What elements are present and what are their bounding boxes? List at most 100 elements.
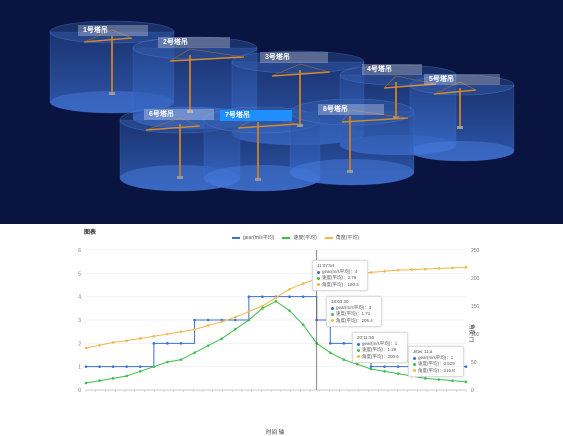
series-3-point xyxy=(179,330,183,334)
series-3-point xyxy=(301,282,305,285)
y-right-tick-label: 150 xyxy=(471,304,480,310)
tooltip-1-angle: 角度(平均)：180.3 xyxy=(322,281,359,287)
series-1-point xyxy=(383,365,386,368)
y-right-tick-label: 250 xyxy=(471,248,480,254)
crane-base xyxy=(109,92,115,95)
y-left-tick-label: 0 xyxy=(78,388,81,394)
series-3-point xyxy=(125,339,129,343)
crane-3 xyxy=(271,63,331,127)
crane-jib xyxy=(169,56,245,62)
series-2-point xyxy=(111,377,115,380)
tooltip-1-speed: 速度(平均)：3.76 xyxy=(322,275,357,281)
crane-range-cylinder-8 xyxy=(289,111,415,186)
series-2-point xyxy=(138,370,142,373)
series-2-point xyxy=(125,374,129,378)
legend-item-gear[interactable]: gear(m/s平均) xyxy=(232,234,274,241)
series-2-point xyxy=(84,381,88,385)
crane-label-5[interactable]: 5号塔吊 xyxy=(424,74,500,85)
series-line-3 xyxy=(85,266,467,349)
series-3-point xyxy=(206,324,210,327)
series-1-point xyxy=(98,365,101,368)
crane-jib xyxy=(341,117,409,123)
legend-label-angle: 角度(平均) xyxy=(335,235,360,241)
series-3-point xyxy=(233,315,237,319)
tooltip-1-gear: gear(m/s平均)：4 xyxy=(322,269,358,275)
series-3-point xyxy=(84,346,88,350)
series-2-point xyxy=(464,380,468,384)
crane-label-1[interactable]: 1号塔吊 xyxy=(78,25,148,36)
crane-base xyxy=(177,176,183,179)
series-2-point xyxy=(423,377,427,380)
tooltip-4-speed: 速度(平均)：0.529 xyxy=(418,361,455,367)
crane-5 xyxy=(433,81,477,129)
y-right-tick-label: 50 xyxy=(471,360,477,366)
crane-tie xyxy=(179,117,201,127)
y-left-tick-label: 2 xyxy=(78,341,81,347)
crane-label-4[interactable]: 4号塔吊 xyxy=(362,64,422,75)
series-1-point xyxy=(138,365,142,368)
y-right-tick-label: 0 xyxy=(471,388,474,394)
series-1-point xyxy=(111,365,115,368)
series-3-point xyxy=(383,269,386,273)
series-1-point xyxy=(464,365,468,368)
tooltip-3: 20:11:55 gear(m/s平均)：1 速度(平均)：1.29 角度(平均… xyxy=(352,332,408,363)
tooltip-1: 11:07:54 gear(m/s平均)：4 速度(平均)：3.76 角度(平均… xyxy=(312,260,368,291)
series-2-point xyxy=(437,378,441,381)
series-3-point xyxy=(247,310,251,313)
tooltip-2-gear: gear(m/s平均)：3 xyxy=(336,305,372,311)
series-1-point xyxy=(84,365,88,368)
series-3-point xyxy=(193,328,196,331)
crane-3d-view[interactable]: 1号塔吊 2号塔吊 3号塔吊 4号塔吊 5号塔吊 6号塔吊 7号塔吊 8号塔吊 xyxy=(0,0,563,224)
tooltip-1-title: 11:07:54 xyxy=(317,263,335,268)
crane-tie xyxy=(383,75,397,89)
series-2-point xyxy=(220,337,224,340)
x-axis-label: 时间 轴 xyxy=(266,430,285,436)
y-axis-right-label: 角度 (°) xyxy=(468,324,474,343)
crane-label-7[interactable]: 7号塔吊 xyxy=(220,110,292,121)
legend-item-angle[interactable]: 角度(平均) xyxy=(324,234,360,241)
crane-base xyxy=(297,124,303,127)
y-right-tick-label: 100 xyxy=(471,332,480,338)
crane-2 xyxy=(169,48,245,113)
crane-range-cylinders xyxy=(49,20,515,192)
chart-plot-area[interactable]: 0 1 2 3 4 5 6 0 50 100 150 200 250 xyxy=(0,224,563,436)
tooltip-4-title: Jitter 11:a xyxy=(413,349,433,354)
tooltip-2-angle: 角度(平均)：205.4 xyxy=(336,317,373,323)
y-left-tick-label: 4 xyxy=(78,295,81,301)
series-1-point xyxy=(342,342,346,345)
series-2-point xyxy=(396,372,400,375)
series-1-point xyxy=(261,295,264,298)
crane-structures xyxy=(83,29,477,181)
crane-base xyxy=(457,126,463,129)
series-2-point xyxy=(206,344,210,347)
series-1-point xyxy=(328,342,332,345)
crane-label-6[interactable]: 6号塔吊 xyxy=(144,109,214,120)
series-1-point xyxy=(396,365,400,368)
series-1-point xyxy=(206,318,210,322)
y-left-tick-label: 1 xyxy=(78,365,81,371)
chart-legend[interactable]: gear(m/s平均) 速度(平均) 角度(平均) xyxy=(232,234,359,241)
legend-label-speed: 速度(平均) xyxy=(293,235,317,241)
tooltip-4-angle: 角度(平均)：216.8 xyxy=(418,367,455,373)
crane-jib xyxy=(271,71,331,77)
crane-tie xyxy=(395,75,437,85)
series-1-point xyxy=(301,295,305,298)
series-3-point xyxy=(261,304,264,308)
legend-item-speed[interactable]: 速度(平均) xyxy=(282,234,317,241)
series-3-point xyxy=(423,267,427,271)
series-2-point xyxy=(233,328,237,331)
series-3-point xyxy=(274,296,278,299)
tooltip-2-title: 18:03:30 xyxy=(331,299,349,304)
series-2-point xyxy=(356,363,359,366)
series-3-point xyxy=(111,341,115,344)
crane-label-3[interactable]: 3号塔吊 xyxy=(260,52,328,63)
series-3-point xyxy=(220,320,224,323)
crane-label-2[interactable]: 2号塔吊 xyxy=(158,37,230,48)
crane-base xyxy=(393,116,399,119)
series-1-point xyxy=(193,318,196,322)
tooltip-2-speed: 速度(平均)：1.71 xyxy=(336,311,371,317)
tooltip-3-gear: gear(m/s平均)：1 xyxy=(362,341,398,347)
crane-label-8[interactable]: 8号塔吊 xyxy=(318,104,384,115)
series-2-point xyxy=(261,307,264,310)
series-3-point xyxy=(410,268,414,271)
